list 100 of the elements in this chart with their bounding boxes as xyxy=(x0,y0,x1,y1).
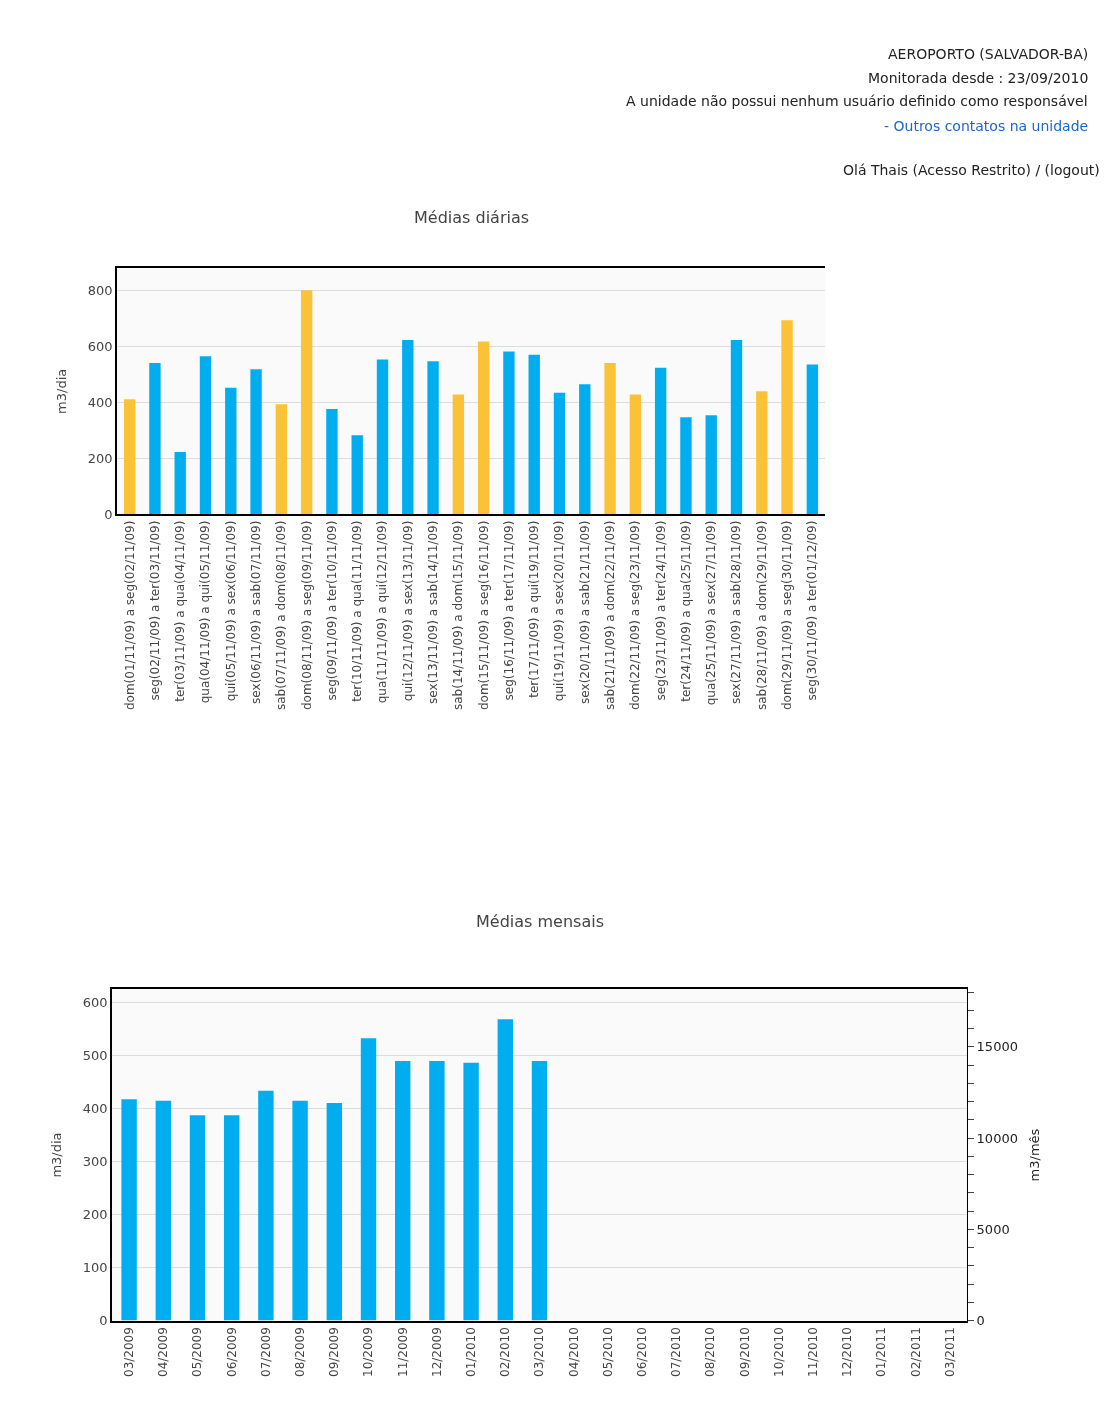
bar xyxy=(463,1062,479,1321)
y2-tick-label: 0 xyxy=(976,1313,985,1329)
x-tick-label: sab(21/11/09) a dom(22/11/09) xyxy=(602,520,617,711)
y-tick-label: 300 xyxy=(82,1153,108,1169)
x-tick-label: sex(20/11/09) a sab(21/11/09) xyxy=(577,520,592,704)
x-tick-label: 10/2009 xyxy=(361,1327,376,1377)
bar xyxy=(326,1102,342,1321)
bar xyxy=(477,341,490,515)
bar xyxy=(730,340,743,515)
bar xyxy=(452,394,465,515)
bar xyxy=(199,356,212,515)
y-tick-label: 600 xyxy=(87,338,113,354)
x-tick-label: 11/2009 xyxy=(395,1327,410,1377)
x-tick-label: 10/2010 xyxy=(771,1327,786,1377)
x-tick-label: seg(23/11/09) a ter(24/11/09) xyxy=(653,520,668,701)
x-tick-label: 07/2009 xyxy=(258,1327,273,1377)
bar xyxy=(174,452,186,515)
bar xyxy=(756,391,768,515)
x-tick-label: qui(12/11/09) a sex(13/11/09) xyxy=(400,520,415,702)
y2-axis-title: m3/mês xyxy=(1026,1128,1042,1182)
x-tick-label: 05/2009 xyxy=(190,1327,205,1377)
y-axis-title: m3/dia xyxy=(54,368,70,414)
x-tick-label: seg(16/11/09) a ter(17/11/09) xyxy=(501,520,516,701)
bar xyxy=(376,359,389,515)
bar xyxy=(121,1099,137,1321)
y-tick-label: 0 xyxy=(99,1313,108,1329)
x-tick-label: dom(01/11/09) a seg(02/11/09) xyxy=(122,520,137,711)
x-tick-label: 06/2009 xyxy=(224,1327,239,1377)
bar xyxy=(258,1090,274,1321)
x-tick-label: seg(30/11/09) a ter(01/12/09) xyxy=(805,520,820,701)
x-tick-label: 08/2009 xyxy=(293,1327,307,1377)
x-tick-label: dom(22/11/09) a seg(23/11/09) xyxy=(628,520,643,711)
x-tick-label: 04/2010 xyxy=(566,1327,581,1377)
x-tick-label: 11/2010 xyxy=(806,1327,820,1377)
x-tick-label: 09/2010 xyxy=(737,1327,752,1377)
y-tick-label: 200 xyxy=(82,1206,108,1222)
x-tick-label: 08/2010 xyxy=(703,1327,718,1377)
y-tick-label: 800 xyxy=(87,282,113,298)
y-tick-label: 200 xyxy=(87,450,113,466)
x-tick-label: ter(24/11/09) a qua(25/11/09) xyxy=(678,520,693,702)
x-tick-label: qua(25/11/09) a sex(27/11/09) xyxy=(704,520,719,706)
bar xyxy=(680,417,692,515)
x-tick-label: 09/2009 xyxy=(327,1327,342,1377)
x-tick-label: ter(03/11/09) a qua(04/11/09) xyxy=(173,520,188,702)
text: AEROPORTO (SALVADOR-BA) xyxy=(888,46,1089,62)
x-tick-label: 01/2010 xyxy=(464,1327,478,1377)
chart-title: Médias diárias xyxy=(414,208,530,227)
bar xyxy=(351,435,363,515)
y-axis-title: m3/dia xyxy=(49,1132,65,1178)
bar xyxy=(503,351,515,515)
bar xyxy=(326,408,338,515)
text: Monitorada desde : 23/09/2010 xyxy=(868,70,1089,86)
x-tick-label: sab(07/11/09) a dom(08/11/09) xyxy=(274,520,289,711)
x-tick-label: sab(28/11/09) a dom(29/11/09) xyxy=(754,520,769,711)
y2-tick-label: 5000 xyxy=(976,1221,1010,1237)
bar xyxy=(360,1038,377,1321)
bar xyxy=(497,1019,513,1321)
x-tick-label: 03/2009 xyxy=(122,1327,136,1377)
y-tick-label: 600 xyxy=(82,994,108,1010)
bar xyxy=(579,384,591,515)
bar xyxy=(553,392,566,515)
x-tick-label: qui(05/11/09) a sex(06/11/09) xyxy=(223,520,238,702)
x-tick-label: 02/2010 xyxy=(498,1327,513,1377)
text: Olá Thais (Acesso Restrito) / (logout) xyxy=(843,162,1100,178)
x-tick-label: sab(14/11/09) a dom(15/11/09) xyxy=(451,520,466,711)
x-tick-label: 06/2010 xyxy=(635,1327,649,1377)
bar xyxy=(123,399,136,515)
y-tick-label: 0 xyxy=(104,506,113,522)
bar xyxy=(654,367,667,515)
x-tick-label: 05/2010 xyxy=(600,1327,615,1377)
x-tick-label: 07/2010 xyxy=(669,1327,684,1377)
x-tick-label: qua(11/11/09) a qui(12/11/09) xyxy=(375,520,390,704)
bar xyxy=(604,363,616,515)
x-tick-label: qui(19/11/09) a sex(20/11/09) xyxy=(552,520,567,702)
x-tick-label: seg(02/11/09) a ter(03/11/09) xyxy=(147,520,162,701)
x-tick-label: 03/2010 xyxy=(532,1327,547,1377)
y-tick-label: 400 xyxy=(87,394,113,410)
x-tick-label: qua(04/11/09) a qui(05/11/09) xyxy=(198,520,213,704)
y-tick-label: 500 xyxy=(82,1047,108,1063)
chart-title: Médias mensais xyxy=(476,912,604,931)
bar xyxy=(395,1061,411,1321)
y2-tick-label: 10000 xyxy=(976,1130,1018,1146)
bar xyxy=(149,363,161,515)
x-tick-label: ter(17/11/09) a qui(19/11/09) xyxy=(527,520,542,698)
x-tick-label: dom(15/11/09) a seg(16/11/09) xyxy=(476,520,491,711)
x-tick-label: 02/2011 xyxy=(908,1327,923,1377)
bar xyxy=(292,1100,308,1321)
y2-tick-label: 15000 xyxy=(976,1039,1018,1055)
x-tick-label: ter(10/11/09) a qua(11/11/09) xyxy=(350,520,365,702)
x-tick-label: sex(13/11/09) a sab(14/11/09) xyxy=(425,520,440,704)
bar xyxy=(155,1100,171,1321)
x-tick-label: sex(06/11/09) a sab(07/11/09) xyxy=(248,520,263,704)
x-tick-label: 03/2011 xyxy=(942,1327,957,1377)
y-tick-label: 400 xyxy=(82,1100,108,1116)
x-tick-label: 04/2009 xyxy=(156,1327,171,1377)
x-tick-label: 12/2009 xyxy=(429,1327,444,1377)
x-tick-label: sex(27/11/09) a sab(28/11/09) xyxy=(729,520,744,704)
y-tick-label: 100 xyxy=(82,1260,108,1276)
bar xyxy=(300,290,313,515)
bar xyxy=(275,404,288,515)
